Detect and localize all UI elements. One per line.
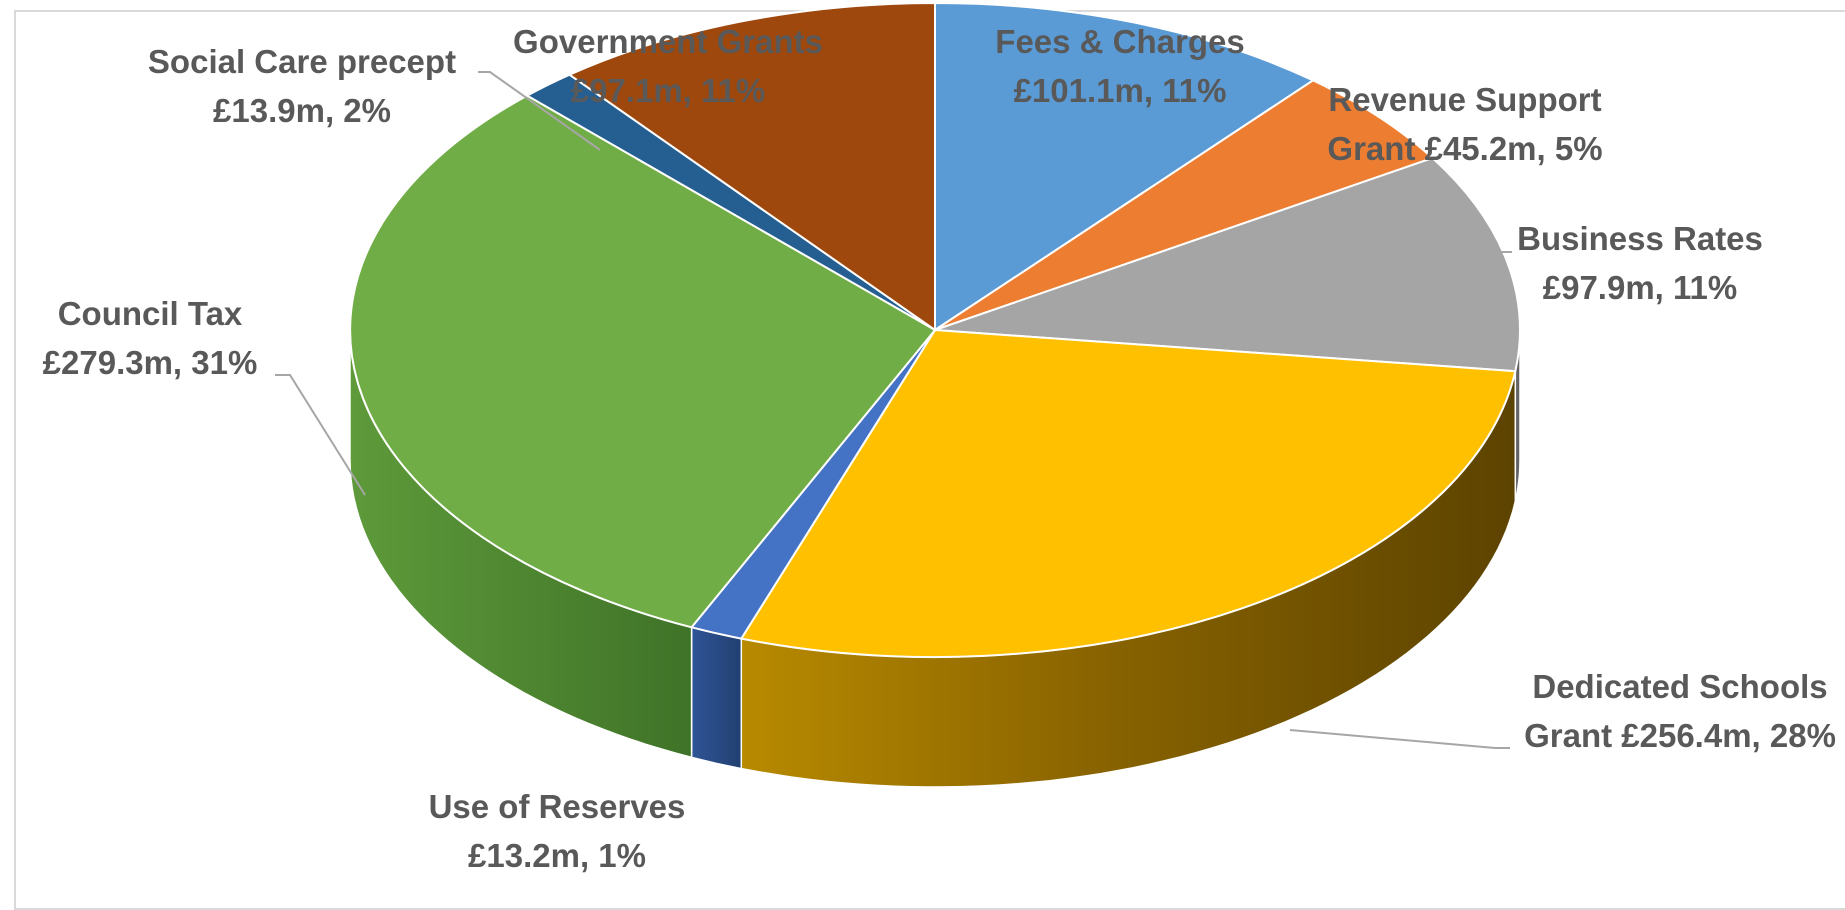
label-reserves-value: £13.2m, 1% [468, 837, 646, 874]
label-govgrants-value: £97.1m, 11% [571, 72, 766, 109]
label-reserves-name: Use of Reserves [429, 788, 686, 825]
label-dsg-name: Dedicated Schools [1532, 668, 1827, 705]
leader-dsg [1290, 730, 1510, 748]
label-govgrants-name: Government Grants [513, 23, 823, 60]
side-reserves [692, 627, 742, 768]
label-business-name: Business Rates [1517, 220, 1763, 257]
label-business-value: £97.9m, 11% [1543, 269, 1738, 306]
label-rsg-name: Revenue Support [1328, 81, 1601, 118]
label-fees-name: Fees & Charges [995, 23, 1244, 60]
label-social-name: Social Care precept [148, 43, 456, 80]
label-dsg-value: Grant £256.4m, 28% [1524, 717, 1836, 754]
pie-chart: Fees & Charges £101.1m, 11% Revenue Supp… [0, 0, 1845, 884]
label-council-name: Council Tax [58, 295, 243, 332]
label-rsg-value: Grant £45.2m, 5% [1327, 130, 1602, 167]
label-council-value: £279.3m, 31% [43, 344, 258, 381]
label-fees-value: £101.1m, 11% [1014, 72, 1227, 109]
label-social-value: £13.9m, 2% [213, 92, 391, 129]
